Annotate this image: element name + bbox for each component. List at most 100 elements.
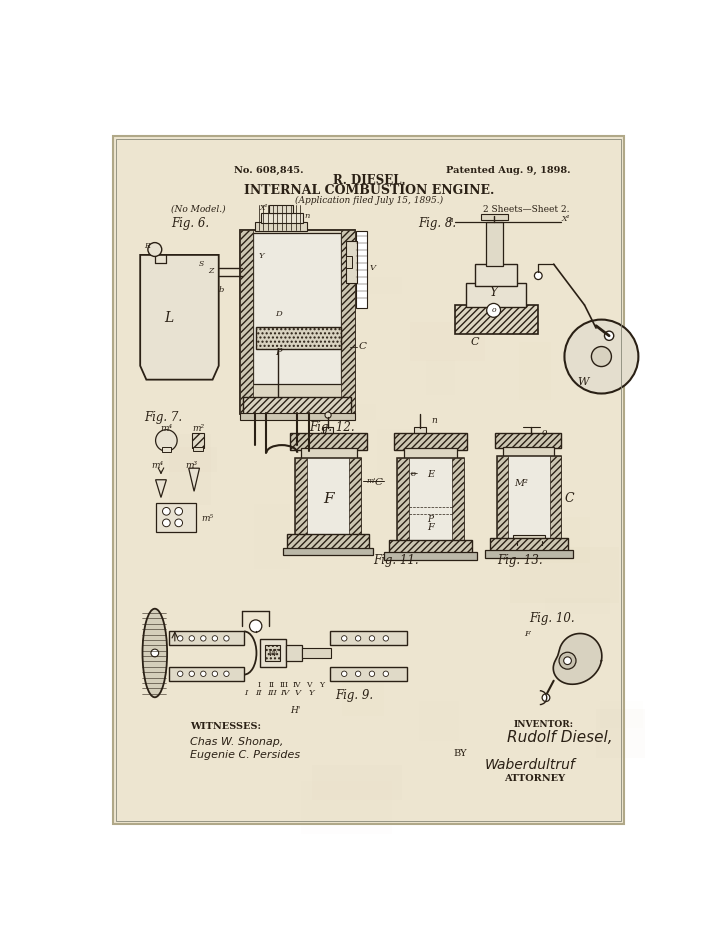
Text: II: II xyxy=(269,681,275,690)
Circle shape xyxy=(189,636,194,641)
Polygon shape xyxy=(155,480,166,498)
Circle shape xyxy=(383,636,388,641)
Circle shape xyxy=(342,636,347,641)
Bar xyxy=(341,230,355,414)
Bar xyxy=(326,276,402,294)
Text: ATTORNEY: ATTORNEY xyxy=(504,774,565,783)
Text: C: C xyxy=(375,479,383,487)
Text: Y: Y xyxy=(490,286,498,299)
Text: b: b xyxy=(219,286,224,294)
Text: Chas W. Shonap,: Chas W. Shonap, xyxy=(191,736,283,747)
Circle shape xyxy=(355,636,361,641)
Text: INVENTOR:: INVENTOR: xyxy=(513,720,574,729)
Bar xyxy=(356,231,367,308)
Circle shape xyxy=(155,429,177,451)
Text: m⁵: m⁵ xyxy=(201,514,214,522)
Bar xyxy=(330,632,408,645)
Text: V: V xyxy=(295,689,301,697)
Circle shape xyxy=(151,649,159,656)
Polygon shape xyxy=(188,468,199,491)
Bar xyxy=(290,433,367,449)
Bar xyxy=(346,241,357,283)
Text: Fig. 9.: Fig. 9. xyxy=(335,689,373,702)
Bar xyxy=(169,434,211,504)
Text: I: I xyxy=(244,689,247,697)
Circle shape xyxy=(178,671,183,676)
Text: BY: BY xyxy=(454,750,467,758)
Bar xyxy=(261,213,303,223)
Bar xyxy=(163,447,217,471)
Text: E: E xyxy=(427,470,434,479)
Text: Fig. 11.: Fig. 11. xyxy=(373,554,418,567)
Circle shape xyxy=(175,507,183,515)
Text: M²: M² xyxy=(514,479,528,488)
Bar xyxy=(410,322,485,361)
Bar xyxy=(519,342,551,400)
Text: Fig. 12.: Fig. 12. xyxy=(309,421,354,434)
Text: IV: IV xyxy=(292,681,301,690)
Text: Rudolf Diesel,: Rudolf Diesel, xyxy=(508,731,613,745)
Text: C: C xyxy=(471,337,480,347)
Circle shape xyxy=(201,671,206,676)
Bar xyxy=(326,404,376,420)
Bar xyxy=(377,428,426,482)
Text: W: W xyxy=(577,377,589,387)
Bar xyxy=(342,669,384,716)
Text: X²: X² xyxy=(260,204,268,212)
Circle shape xyxy=(542,694,550,701)
Circle shape xyxy=(189,671,194,676)
Text: P: P xyxy=(275,349,281,357)
Bar xyxy=(413,427,426,434)
Bar xyxy=(311,765,402,801)
Bar xyxy=(490,538,568,551)
Circle shape xyxy=(559,653,576,669)
Polygon shape xyxy=(140,255,219,380)
Text: I: I xyxy=(258,681,261,690)
Text: D: D xyxy=(275,311,281,318)
Circle shape xyxy=(175,519,183,526)
Text: o: o xyxy=(411,470,416,479)
Text: IV: IV xyxy=(280,689,290,697)
Text: F: F xyxy=(323,492,334,506)
Circle shape xyxy=(224,636,229,641)
Text: Y: Y xyxy=(258,253,264,260)
Text: Fig. 13.: Fig. 13. xyxy=(497,554,543,567)
Bar xyxy=(397,458,409,542)
Text: Y: Y xyxy=(319,681,324,690)
Bar xyxy=(397,458,464,542)
Circle shape xyxy=(162,519,170,526)
Text: o: o xyxy=(491,306,496,314)
Text: m': m' xyxy=(367,477,376,484)
Text: P: P xyxy=(428,515,434,524)
Circle shape xyxy=(370,671,375,676)
Bar xyxy=(404,448,457,459)
Text: (No Model.): (No Model.) xyxy=(170,205,225,214)
Text: n: n xyxy=(305,213,310,220)
Circle shape xyxy=(383,671,388,676)
Bar xyxy=(295,458,307,535)
Text: Z: Z xyxy=(209,267,214,276)
Bar xyxy=(239,230,253,414)
Circle shape xyxy=(370,636,375,641)
Bar xyxy=(301,448,357,460)
Circle shape xyxy=(342,671,347,676)
Circle shape xyxy=(534,272,542,279)
Bar xyxy=(480,214,508,220)
Circle shape xyxy=(212,636,218,641)
Text: V: V xyxy=(370,264,376,272)
Text: C: C xyxy=(359,342,367,352)
Bar xyxy=(495,517,590,562)
Bar xyxy=(169,632,244,645)
Text: No. 608,845.: No. 608,845. xyxy=(234,166,303,176)
Text: L: L xyxy=(164,311,173,325)
Text: (Application filed July 15, 1895.): (Application filed July 15, 1895.) xyxy=(295,196,443,205)
Circle shape xyxy=(212,671,218,676)
Text: R: R xyxy=(145,242,150,251)
Bar xyxy=(510,547,618,602)
Bar xyxy=(600,701,643,728)
Circle shape xyxy=(224,671,229,676)
Text: Patented Aug. 9, 1898.: Patented Aug. 9, 1898. xyxy=(446,166,570,176)
Text: S: S xyxy=(199,260,204,268)
Bar xyxy=(155,503,196,532)
Circle shape xyxy=(249,620,262,632)
